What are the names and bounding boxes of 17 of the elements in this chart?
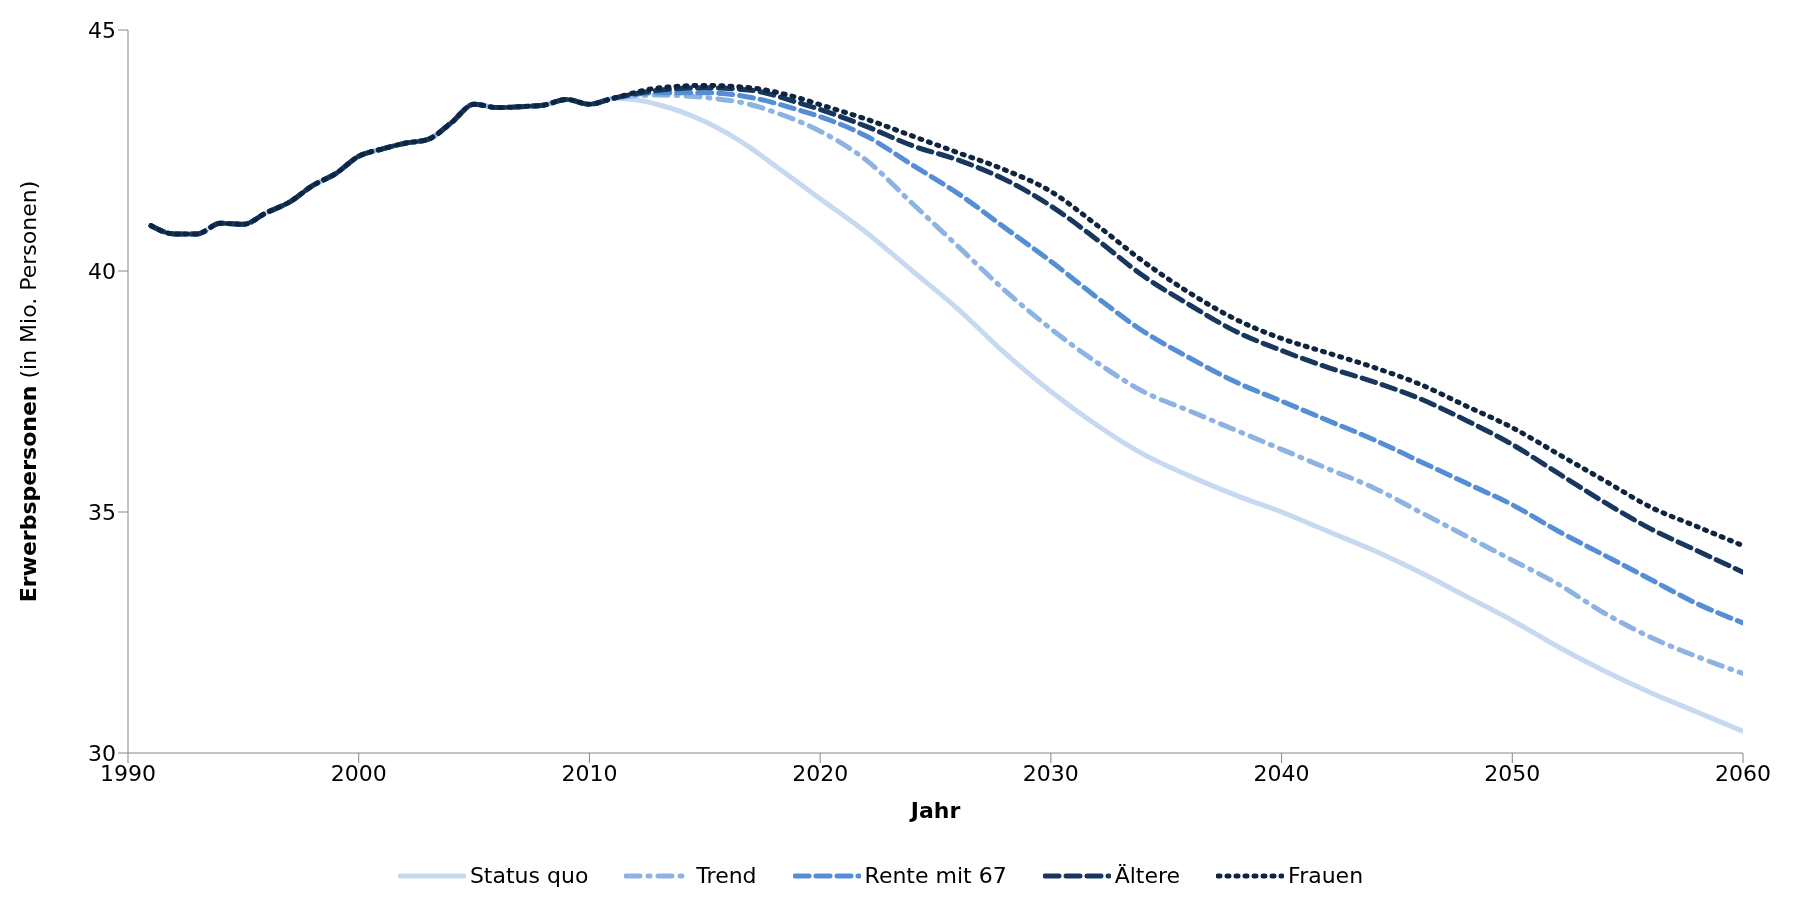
x-tick-label: 2020	[792, 760, 849, 786]
legend-label: Trend	[696, 863, 757, 888]
x-axis-title: Jahr	[908, 798, 961, 823]
y-tick-label: 45	[88, 17, 116, 43]
legend-label: Rente mit 67	[864, 863, 1007, 888]
y-axis-title: Erwerbspersonen (in Mio. Personen)	[16, 180, 41, 603]
x-tick-label: 2060	[1715, 760, 1771, 786]
legend-label: Frauen	[1288, 863, 1364, 888]
x-tick-label: 2050	[1484, 760, 1541, 786]
x-tick-label: 2010	[561, 760, 618, 786]
legend-label: Ältere	[1114, 863, 1181, 888]
x-tick-label: 2000	[330, 760, 387, 786]
x-tick-label: 2040	[1253, 760, 1310, 786]
y-tick-label: 40	[88, 258, 116, 284]
legend-label: Status quo	[469, 863, 589, 888]
x-tick-label: 2030	[1022, 760, 1079, 786]
y-tick-label: 35	[88, 499, 116, 525]
